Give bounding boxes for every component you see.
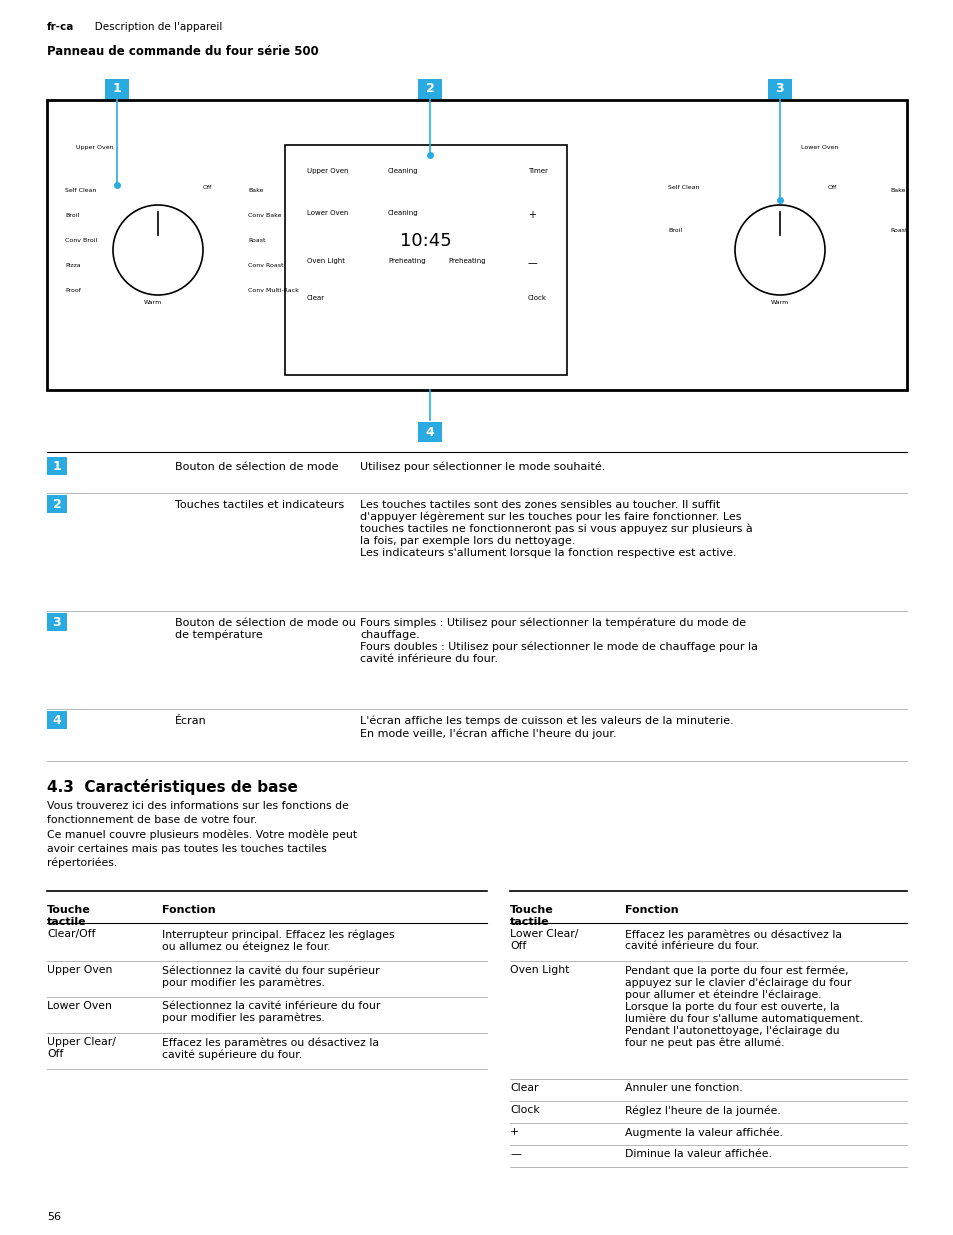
Text: —: — <box>527 258 537 268</box>
Text: Interrupteur principal. Effacez les réglages
ou allumez ou éteignez le four.: Interrupteur principal. Effacez les régl… <box>162 929 395 952</box>
Text: Roast: Roast <box>889 228 906 233</box>
Text: 3: 3 <box>52 615 61 629</box>
Text: Bouton de sélection de mode: Bouton de sélection de mode <box>174 462 338 472</box>
Text: Touche
tactile: Touche tactile <box>510 905 553 926</box>
Text: Touche
tactile: Touche tactile <box>47 905 91 926</box>
Text: Lower Oven: Lower Oven <box>307 210 348 216</box>
Text: Proof: Proof <box>65 288 81 293</box>
Text: Effacez les paramètres ou désactivez la
cavité supérieure du four.: Effacez les paramètres ou désactivez la … <box>162 1037 378 1060</box>
FancyBboxPatch shape <box>47 495 67 513</box>
Text: 56: 56 <box>47 1212 61 1221</box>
Text: Conv Broil: Conv Broil <box>65 238 97 243</box>
Text: Diminue la valeur affichée.: Diminue la valeur affichée. <box>624 1149 771 1158</box>
Text: 2: 2 <box>425 83 434 95</box>
Text: Vous trouverez ici des informations sur les fonctions de
fonctionnement de base : Vous trouverez ici des informations sur … <box>47 802 356 868</box>
Text: Upper Oven: Upper Oven <box>307 168 348 174</box>
Text: Sélectionnez la cavité inférieure du four
pour modifier les paramètres.: Sélectionnez la cavité inférieure du fou… <box>162 1002 380 1024</box>
Text: Clock: Clock <box>510 1105 539 1115</box>
Text: Preheating: Preheating <box>388 258 425 264</box>
Text: Cleaning: Cleaning <box>388 168 418 174</box>
Text: Effacez les paramètres ou désactivez la
cavité inférieure du four.: Effacez les paramètres ou désactivez la … <box>624 929 841 951</box>
FancyBboxPatch shape <box>47 613 67 631</box>
Text: Lower Clear/
Off: Lower Clear/ Off <box>510 929 578 951</box>
Text: Upper Clear/
Off: Upper Clear/ Off <box>47 1037 115 1058</box>
Text: Off: Off <box>203 185 212 190</box>
Text: Description de l'appareil: Description de l'appareil <box>85 22 222 32</box>
Text: Warm: Warm <box>144 300 162 305</box>
Text: Roast: Roast <box>248 238 265 243</box>
Text: Lower Oven: Lower Oven <box>801 144 838 149</box>
Text: Écran: Écran <box>174 716 207 726</box>
Text: Warm: Warm <box>770 300 788 305</box>
Text: Utilisez pour sélectionner le mode souhaité.: Utilisez pour sélectionner le mode souha… <box>359 462 605 473</box>
Text: Conv Roast: Conv Roast <box>248 263 283 268</box>
Text: Upper Oven: Upper Oven <box>47 965 112 974</box>
Text: Self Clean: Self Clean <box>667 185 699 190</box>
Text: Fonction: Fonction <box>624 905 678 915</box>
Text: Clear: Clear <box>307 295 325 301</box>
Text: 3: 3 <box>775 83 783 95</box>
FancyBboxPatch shape <box>105 79 129 99</box>
Text: Fonction: Fonction <box>162 905 215 915</box>
FancyBboxPatch shape <box>767 79 791 99</box>
Text: Conv Bake: Conv Bake <box>248 212 281 219</box>
Text: Broil: Broil <box>667 228 681 233</box>
Text: Bouton de sélection de mode ou
de température: Bouton de sélection de mode ou de tempér… <box>174 618 355 640</box>
Text: Bake: Bake <box>248 188 263 193</box>
Text: Oven Light: Oven Light <box>307 258 345 264</box>
Text: 1: 1 <box>52 459 61 473</box>
Text: Bake: Bake <box>889 188 904 193</box>
Text: Timer: Timer <box>527 168 547 174</box>
Text: Upper Oven: Upper Oven <box>76 144 113 149</box>
Text: Preheating: Preheating <box>448 258 485 264</box>
Text: Clock: Clock <box>527 295 546 301</box>
Text: —: — <box>510 1149 520 1158</box>
Text: L'écran affiche les temps de cuisson et les valeurs de la minuterie.
En mode vei: L'écran affiche les temps de cuisson et … <box>359 716 733 739</box>
Text: Touches tactiles et indicateurs: Touches tactiles et indicateurs <box>174 500 344 510</box>
Text: Sélectionnez la cavité du four supérieur
pour modifier les paramètres.: Sélectionnez la cavité du four supérieur… <box>162 965 379 988</box>
Text: Lower Oven: Lower Oven <box>47 1002 112 1011</box>
Text: Pizza: Pizza <box>65 263 81 268</box>
Text: 1: 1 <box>112 83 121 95</box>
Text: Conv Multi-Rack: Conv Multi-Rack <box>248 288 298 293</box>
Text: Panneau de commande du four série 500: Panneau de commande du four série 500 <box>47 44 318 58</box>
Text: Clear/Off: Clear/Off <box>47 929 95 939</box>
FancyBboxPatch shape <box>47 711 67 729</box>
Text: 4: 4 <box>52 714 61 726</box>
FancyBboxPatch shape <box>417 79 441 99</box>
Bar <box>47 100 906 390</box>
Text: Les touches tactiles sont des zones sensibles au toucher. Il suffit
d'appuyer lé: Les touches tactiles sont des zones sens… <box>359 500 752 557</box>
Bar <box>285 144 566 375</box>
FancyBboxPatch shape <box>417 422 441 442</box>
Text: Annuler une fonction.: Annuler une fonction. <box>624 1083 741 1093</box>
Text: fr-ca: fr-ca <box>47 22 74 32</box>
Text: Réglez l'heure de la journée.: Réglez l'heure de la journée. <box>624 1105 780 1115</box>
Text: 10:45: 10:45 <box>399 232 452 249</box>
Text: Off: Off <box>827 185 837 190</box>
Text: Fours simples : Utilisez pour sélectionner la température du mode de
chauffage.
: Fours simples : Utilisez pour sélectionn… <box>359 618 758 664</box>
Text: 2: 2 <box>52 498 61 510</box>
Text: 4.3  Caractéristiques de base: 4.3 Caractéristiques de base <box>47 779 297 795</box>
Text: 4: 4 <box>425 426 434 438</box>
Text: Clear: Clear <box>510 1083 537 1093</box>
FancyBboxPatch shape <box>47 457 67 475</box>
Text: +: + <box>527 210 536 220</box>
Text: Oven Light: Oven Light <box>510 965 569 974</box>
Text: Self Clean: Self Clean <box>65 188 96 193</box>
Text: Pendant que la porte du four est fermée,
appuyez sur le clavier d'éclairage du f: Pendant que la porte du four est fermée,… <box>624 965 862 1049</box>
Text: +: + <box>510 1128 518 1137</box>
Text: Broil: Broil <box>65 212 79 219</box>
Text: Augmente la valeur affichée.: Augmente la valeur affichée. <box>624 1128 782 1137</box>
Text: Cleaning: Cleaning <box>388 210 418 216</box>
